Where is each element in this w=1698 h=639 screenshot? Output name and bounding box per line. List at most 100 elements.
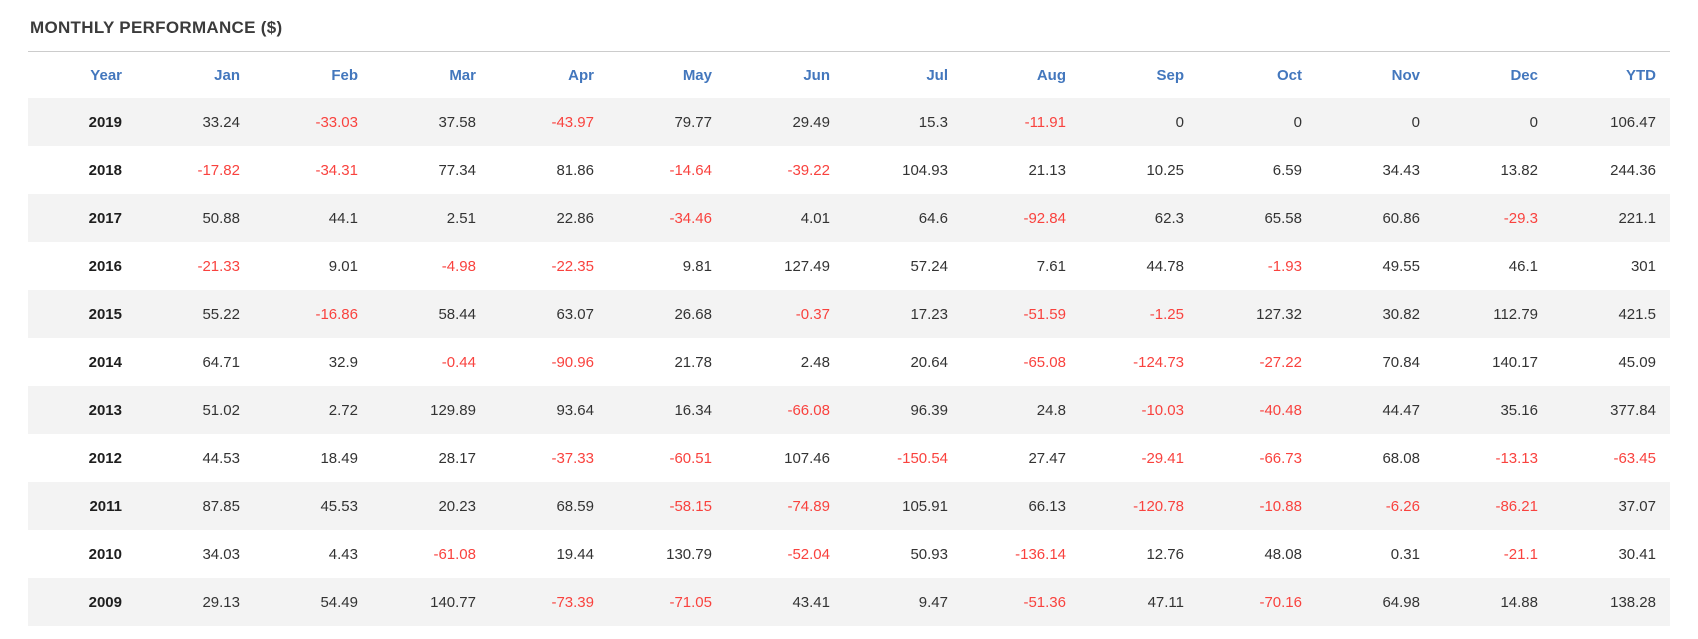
value-cell-nov: -6.26 bbox=[1385, 497, 1420, 515]
year-cell: 2013 bbox=[88, 401, 122, 419]
value-cell-mar: 140.77 bbox=[430, 593, 476, 611]
value-cell-jun: -74.89 bbox=[787, 497, 830, 515]
column-header-apr[interactable]: Apr bbox=[568, 66, 594, 84]
value-cell-aug: 24.8 bbox=[1036, 401, 1066, 419]
value-cell-dec: -29.3 bbox=[1503, 209, 1538, 227]
value-cell-jul: 104.93 bbox=[902, 161, 948, 179]
value-cell-jul: 20.64 bbox=[910, 353, 948, 371]
value-cell-apr: -43.97 bbox=[551, 113, 594, 131]
value-cell-may: 130.79 bbox=[666, 545, 712, 563]
value-cell-jun: -39.22 bbox=[787, 161, 830, 179]
value-cell-jul: 57.24 bbox=[910, 257, 948, 275]
value-cell-oct: -27.22 bbox=[1259, 353, 1302, 371]
value-cell-aug: -136.14 bbox=[1015, 545, 1066, 563]
value-cell-jun: 107.46 bbox=[784, 449, 830, 467]
value-cell-dec: 14.88 bbox=[1500, 593, 1538, 611]
value-cell-ytd: 421.5 bbox=[1618, 305, 1656, 323]
table-row-2011: 2011 87.85 45.53 20.23 68.59 -58.15 -74.89 105.… bbox=[28, 482, 1670, 530]
column-header-dec[interactable]: Dec bbox=[1510, 66, 1538, 84]
column-header-may[interactable]: May bbox=[682, 66, 712, 84]
value-cell-jul: 64.6 bbox=[918, 209, 948, 227]
value-cell-jun: 2.48 bbox=[800, 353, 830, 371]
performance-table: Year Jan Feb Mar Apr May Jun Jul Aug Sep Oct Nov Dec… bbox=[28, 52, 1670, 626]
value-cell-feb: 4.43 bbox=[328, 545, 358, 563]
value-cell-may: -34.46 bbox=[669, 209, 712, 227]
value-cell-jan: 64.71 bbox=[202, 353, 240, 371]
value-cell-dec: 0 bbox=[1529, 113, 1538, 131]
column-header-mar[interactable]: Mar bbox=[449, 66, 476, 84]
column-header-ytd[interactable]: YTD bbox=[1626, 66, 1656, 84]
table-row-2015: 2015 55.22 -16.86 58.44 63.07 26.68 -0.37 17.23… bbox=[28, 290, 1670, 338]
value-cell-apr: -73.39 bbox=[551, 593, 594, 611]
value-cell-dec: 112.79 bbox=[1493, 305, 1538, 323]
value-cell-dec: 46.1 bbox=[1508, 257, 1538, 275]
column-header-year[interactable]: Year bbox=[90, 66, 122, 84]
value-cell-feb: 45.53 bbox=[320, 497, 358, 515]
table-body: 2019 33.24 -33.03 37.58 -43.97 79.77 29.49 15.3… bbox=[28, 98, 1670, 626]
column-header-jan[interactable]: Jan bbox=[214, 66, 240, 84]
value-cell-jan: 55.22 bbox=[202, 305, 240, 323]
column-header-feb[interactable]: Feb bbox=[331, 66, 358, 84]
value-cell-sep: 62.3 bbox=[1154, 209, 1184, 227]
table-row-2010: 2010 34.03 4.43 -61.08 19.44 130.79 -52.04 50.9… bbox=[28, 530, 1670, 578]
value-cell-sep: -120.78 bbox=[1133, 497, 1184, 515]
value-cell-nov: 0 bbox=[1411, 113, 1420, 131]
year-cell: 2019 bbox=[88, 113, 122, 131]
title-divider bbox=[28, 51, 1670, 52]
value-cell-jun: 29.49 bbox=[792, 113, 830, 131]
value-cell-oct: -40.48 bbox=[1259, 401, 1302, 419]
value-cell-feb: 18.49 bbox=[320, 449, 358, 467]
value-cell-jun: 127.49 bbox=[784, 257, 830, 275]
value-cell-ytd: -63.45 bbox=[1613, 449, 1656, 467]
column-header-jul[interactable]: Jul bbox=[926, 66, 948, 84]
value-cell-aug: 7.61 bbox=[1036, 257, 1066, 275]
value-cell-feb: -16.86 bbox=[315, 305, 358, 323]
value-cell-aug: 66.13 bbox=[1028, 497, 1066, 515]
value-cell-aug: -51.36 bbox=[1023, 593, 1066, 611]
year-cell: 2018 bbox=[88, 161, 122, 179]
value-cell-mar: 20.23 bbox=[438, 497, 476, 515]
value-cell-aug: 21.13 bbox=[1028, 161, 1066, 179]
value-cell-jul: 9.47 bbox=[918, 593, 948, 611]
value-cell-may: -71.05 bbox=[669, 593, 712, 611]
value-cell-sep: 12.76 bbox=[1146, 545, 1184, 563]
value-cell-ytd: 244.36 bbox=[1610, 161, 1656, 179]
panel-title: MONTHLY PERFORMANCE ($) bbox=[30, 18, 283, 37]
value-cell-mar: 58.44 bbox=[438, 305, 476, 323]
column-header-sep[interactable]: Sep bbox=[1156, 66, 1184, 84]
value-cell-oct: -10.88 bbox=[1259, 497, 1302, 515]
value-cell-nov: 34.43 bbox=[1382, 161, 1420, 179]
year-cell: 2014 bbox=[88, 353, 122, 371]
value-cell-apr: -90.96 bbox=[551, 353, 594, 371]
year-cell: 2015 bbox=[88, 305, 122, 323]
value-cell-dec: 35.16 bbox=[1500, 401, 1538, 419]
value-cell-feb: 9.01 bbox=[328, 257, 358, 275]
column-header-nov[interactable]: Nov bbox=[1391, 66, 1420, 84]
value-cell-jan: 50.88 bbox=[202, 209, 240, 227]
value-cell-oct: -70.16 bbox=[1259, 593, 1302, 611]
table-row-2009: 2009 29.13 54.49 140.77 -73.39 -71.05 43.41 9.4… bbox=[28, 578, 1670, 626]
table-row-2013: 2013 51.02 2.72 129.89 93.64 16.34 -66.08 96.39… bbox=[28, 386, 1670, 434]
value-cell-jan: 51.02 bbox=[202, 401, 240, 419]
column-header-jun[interactable]: Jun bbox=[803, 66, 830, 84]
column-header-aug[interactable]: Aug bbox=[1036, 66, 1066, 84]
value-cell-sep: -10.03 bbox=[1141, 401, 1184, 419]
value-cell-ytd: 106.47 bbox=[1610, 113, 1656, 131]
value-cell-sep: -1.25 bbox=[1149, 305, 1184, 323]
value-cell-ytd: 377.84 bbox=[1610, 401, 1656, 419]
value-cell-dec: -13.13 bbox=[1495, 449, 1538, 467]
value-cell-oct: 127.32 bbox=[1256, 305, 1302, 323]
value-cell-may: 79.77 bbox=[674, 113, 712, 131]
value-cell-apr: -37.33 bbox=[551, 449, 594, 467]
value-cell-ytd: 37.07 bbox=[1618, 497, 1656, 515]
column-header-oct[interactable]: Oct bbox=[1276, 66, 1302, 84]
value-cell-aug: -92.84 bbox=[1023, 209, 1066, 227]
table-row-2012: 2012 44.53 18.49 28.17 -37.33 -60.51 107.46 -15… bbox=[28, 434, 1670, 482]
value-cell-feb: -34.31 bbox=[315, 161, 358, 179]
value-cell-jun: -0.37 bbox=[795, 305, 830, 323]
table-row-2014: 2014 64.71 32.9 -0.44 -90.96 21.78 2.48 20.64 -6… bbox=[28, 338, 1670, 386]
value-cell-dec: 13.82 bbox=[1500, 161, 1538, 179]
value-cell-feb: 54.49 bbox=[320, 593, 358, 611]
value-cell-oct: 0 bbox=[1293, 113, 1302, 131]
